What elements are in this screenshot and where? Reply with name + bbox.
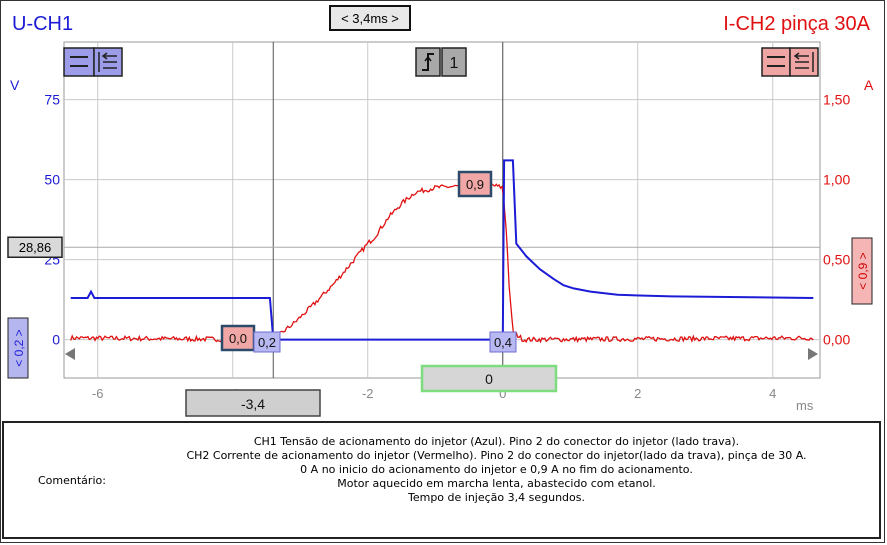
x-tick-label: -2 [362,386,374,401]
ch2-level-marker[interactable]: < 0,9 > [851,237,873,305]
y-left-unit-label: V [10,77,20,93]
comment-line: CH1 Tensão de acionamento do injetor (Az… [253,435,740,448]
cursor-level-readout: 28,86 [19,240,52,255]
ch2-menu-icon[interactable] [761,47,791,77]
ch2-level-text: < 0,9 > [856,252,870,289]
cursor-b-time-box[interactable] [420,364,558,393]
comment-label: Comentário: [38,474,106,487]
trigger-channel-number: 1 [450,55,459,72]
cursor-a-time-box[interactable] [185,389,321,417]
comment-line: Tempo de injeção 3,4 segundos. [407,491,585,504]
x-axis-unit-label: ms [796,398,814,413]
cursor-a-ch1-value: 0,2 [258,335,276,350]
series-ch1-trace [70,159,814,341]
comment-lines: CH1 Tensão de acionamento do injetor (Az… [124,435,869,505]
y-left-tick-label: 75 [44,92,60,108]
y-right-unit-label: A [864,77,874,93]
x-tick-label: 2 [634,386,641,401]
ch1-level-text: < 0,2 > [12,329,26,366]
y-right-tick-label: 0,50 [823,252,850,268]
ch1-position-icon[interactable] [93,47,123,77]
y-left-tick-label: 0 [52,332,60,348]
series-ch2-trace [70,181,814,344]
timebase-box[interactable] [329,5,411,31]
cursor-b-time-value: 0 [485,371,493,387]
comment-line: 0 A no inicio do acionamento do injetor … [300,463,693,476]
plot-area [63,41,821,379]
timebase-label: < 3,4ms > [341,11,399,26]
cursor-a-ch2-value: 0,0 [229,331,247,346]
ch1-ground-arrow-icon[interactable] [65,348,75,360]
cursor-a-ch1-tag[interactable] [253,331,281,353]
x-tick-label: -6 [92,386,104,401]
y-left-tick-label: 50 [44,172,60,188]
cursor-a-time-value: -3,4 [241,396,265,412]
y-right-tick-label: 1,50 [823,92,850,108]
oscilloscope-display: U-CH1 < 3,4ms > I-CH2 pinça 30A -6-4-202… [7,5,874,417]
ch2-ground-arrow-icon[interactable] [808,348,818,360]
trigger-channel-box[interactable] [441,47,467,77]
comment-line: Motor aquecido em marcha lenta, abasteci… [337,477,656,490]
cursor-b-ch2-value: 0,9 [466,177,484,192]
comment-panel: Comentário: CH1 Tensão de acionamento do… [2,421,881,539]
y-right-tick-label: 0,00 [823,332,850,348]
x-tick-label: 0 [499,386,506,401]
y-right-tick-label: 1,00 [823,172,850,188]
x-tick-label: 4 [769,386,776,401]
ch2-channel-label[interactable]: I-CH2 pinça 30A [723,13,870,35]
trigger-edge-icon[interactable] [415,47,441,77]
ch1-channel-label[interactable]: U-CH1 [12,13,73,35]
comment-line: CH2 Corrente de acionamento do injetor (… [186,449,807,462]
ch2-position-icon[interactable] [789,47,819,77]
cursor-b-ch1-tag[interactable] [489,331,517,353]
ch1-menu-icon[interactable] [63,47,95,77]
cursor-b-ch2-tag[interactable] [457,170,493,198]
ch1-level-marker[interactable]: < 0,2 > [7,317,29,379]
cursor-level-readout-box[interactable] [7,236,63,258]
cursor-b-ch1-value: 0,4 [494,335,512,350]
